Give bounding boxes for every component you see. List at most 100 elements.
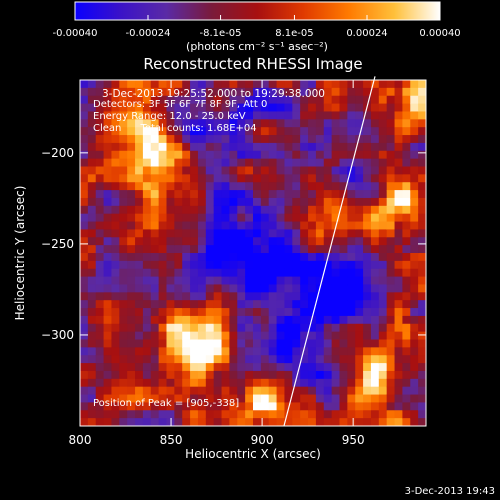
heatmap-cell	[363, 119, 372, 128]
heatmap-cell	[182, 103, 191, 113]
heatmap-cell	[182, 378, 191, 388]
colorbar-ticks: -0.00040 -0.00024 -8.1e-05 8.1e-05 0.00024 0.…	[53, 15, 461, 39]
heatmap-cell	[111, 229, 120, 238]
heatmap-cell	[394, 111, 404, 120]
heatmap-cell	[127, 339, 136, 348]
heatmap-cell	[111, 378, 120, 388]
heatmap-cell	[158, 253, 168, 262]
heatmap-cell	[127, 308, 136, 317]
heatmap-cell	[347, 347, 356, 356]
heatmap-cell	[205, 213, 215, 223]
heatmap-cell	[205, 323, 215, 333]
heatmap-cell	[253, 190, 262, 199]
heatmap-cell	[182, 339, 191, 348]
heatmap-cell	[142, 174, 152, 183]
heatmap-cell	[410, 87, 419, 97]
heatmap-cell	[190, 103, 199, 113]
heatmap-cell	[418, 292, 426, 301]
heatmap-cell	[135, 197, 144, 207]
heatmap-cell	[237, 95, 246, 105]
heatmap-cell	[95, 95, 105, 105]
heatmap-cell	[119, 87, 128, 97]
heatmap-cell	[363, 339, 372, 348]
heatmap-cell	[308, 127, 317, 136]
heatmap-cell	[245, 237, 254, 246]
heatmap-cell	[284, 308, 293, 317]
heatmap-cell	[394, 166, 404, 175]
heatmap-cell	[394, 268, 404, 278]
heatmap-cell	[95, 276, 105, 286]
heatmap-cell	[245, 95, 254, 105]
heatmap-cell	[370, 158, 380, 168]
heatmap-cell	[268, 253, 278, 262]
heatmap-cell	[378, 370, 388, 380]
heatmap-cell	[182, 237, 191, 246]
heatmap-cell	[182, 150, 191, 160]
heatmap-cell	[95, 221, 105, 231]
heatmap-cell	[276, 213, 286, 223]
heatmap-cell	[119, 276, 128, 286]
heatmap-cell	[166, 142, 175, 152]
heatmap-cell	[95, 386, 105, 396]
heatmap-cell	[111, 253, 120, 262]
heatmap-cell	[347, 197, 356, 207]
heatmap-cell	[95, 355, 105, 364]
heatmap-cell	[331, 190, 341, 199]
heatmap-cell	[331, 103, 341, 113]
heatmap-cell	[363, 347, 372, 356]
heatmap-cell	[378, 284, 388, 293]
heatmap-cell	[292, 339, 301, 348]
heatmap-cell	[190, 127, 199, 136]
heatmap-cell	[150, 142, 160, 152]
heatmap-cell	[339, 87, 348, 97]
heatmap-cell	[370, 331, 380, 341]
heatmap-cell	[308, 370, 317, 380]
heatmap-cell	[355, 331, 364, 341]
chart-title: Reconstructed RHESSI Image	[143, 55, 362, 73]
heatmap-cell	[158, 402, 168, 411]
heatmap-cell	[386, 135, 396, 144]
heatmap-cell	[410, 284, 419, 293]
heatmap-cell	[103, 315, 113, 325]
heatmap-cell	[347, 190, 356, 199]
heatmap-cell	[386, 229, 396, 238]
heatmap-cell	[103, 87, 113, 97]
heatmap-cell	[174, 229, 183, 238]
heatmap-cell	[323, 87, 333, 97]
heatmap-cell	[80, 150, 89, 160]
heatmap-cell	[284, 323, 293, 333]
heatmap-cell	[213, 150, 223, 160]
heatmap-cell	[182, 229, 191, 238]
heatmap-cell	[315, 308, 325, 317]
heatmap-cell	[284, 95, 293, 105]
heatmap-cell	[315, 142, 325, 152]
heatmap-cell	[166, 308, 175, 317]
heatmap-cell	[410, 339, 419, 348]
heatmap-cell	[292, 205, 301, 215]
heatmap-cell	[378, 213, 388, 223]
heatmap-cell	[347, 135, 356, 144]
heatmap-cell	[323, 245, 333, 254]
heatmap-cell	[276, 268, 286, 278]
heatmap-cell	[119, 315, 128, 325]
heatmap-cell	[237, 300, 246, 309]
heatmap-cell	[150, 331, 160, 341]
heatmap-cell	[158, 221, 168, 231]
heatmap-cell	[355, 229, 364, 238]
heatmap-cell	[410, 378, 419, 388]
heatmap-cell	[245, 378, 254, 388]
heatmap-cell	[370, 197, 380, 207]
heatmap-cell	[268, 418, 278, 426]
heatmap-cell	[378, 378, 388, 388]
heatmap-cell	[245, 355, 254, 364]
heatmap-cell	[174, 119, 183, 128]
heatmap-cell	[402, 418, 411, 426]
heatmap-cell	[284, 300, 293, 309]
heatmap-cell	[331, 80, 341, 89]
heatmap-cell	[386, 323, 396, 333]
heatmap-cell	[292, 410, 301, 419]
heatmap-cell	[339, 355, 348, 364]
heatmap-cell	[331, 135, 341, 144]
heatmap-cell	[182, 355, 191, 364]
heatmap-cell	[260, 95, 270, 105]
